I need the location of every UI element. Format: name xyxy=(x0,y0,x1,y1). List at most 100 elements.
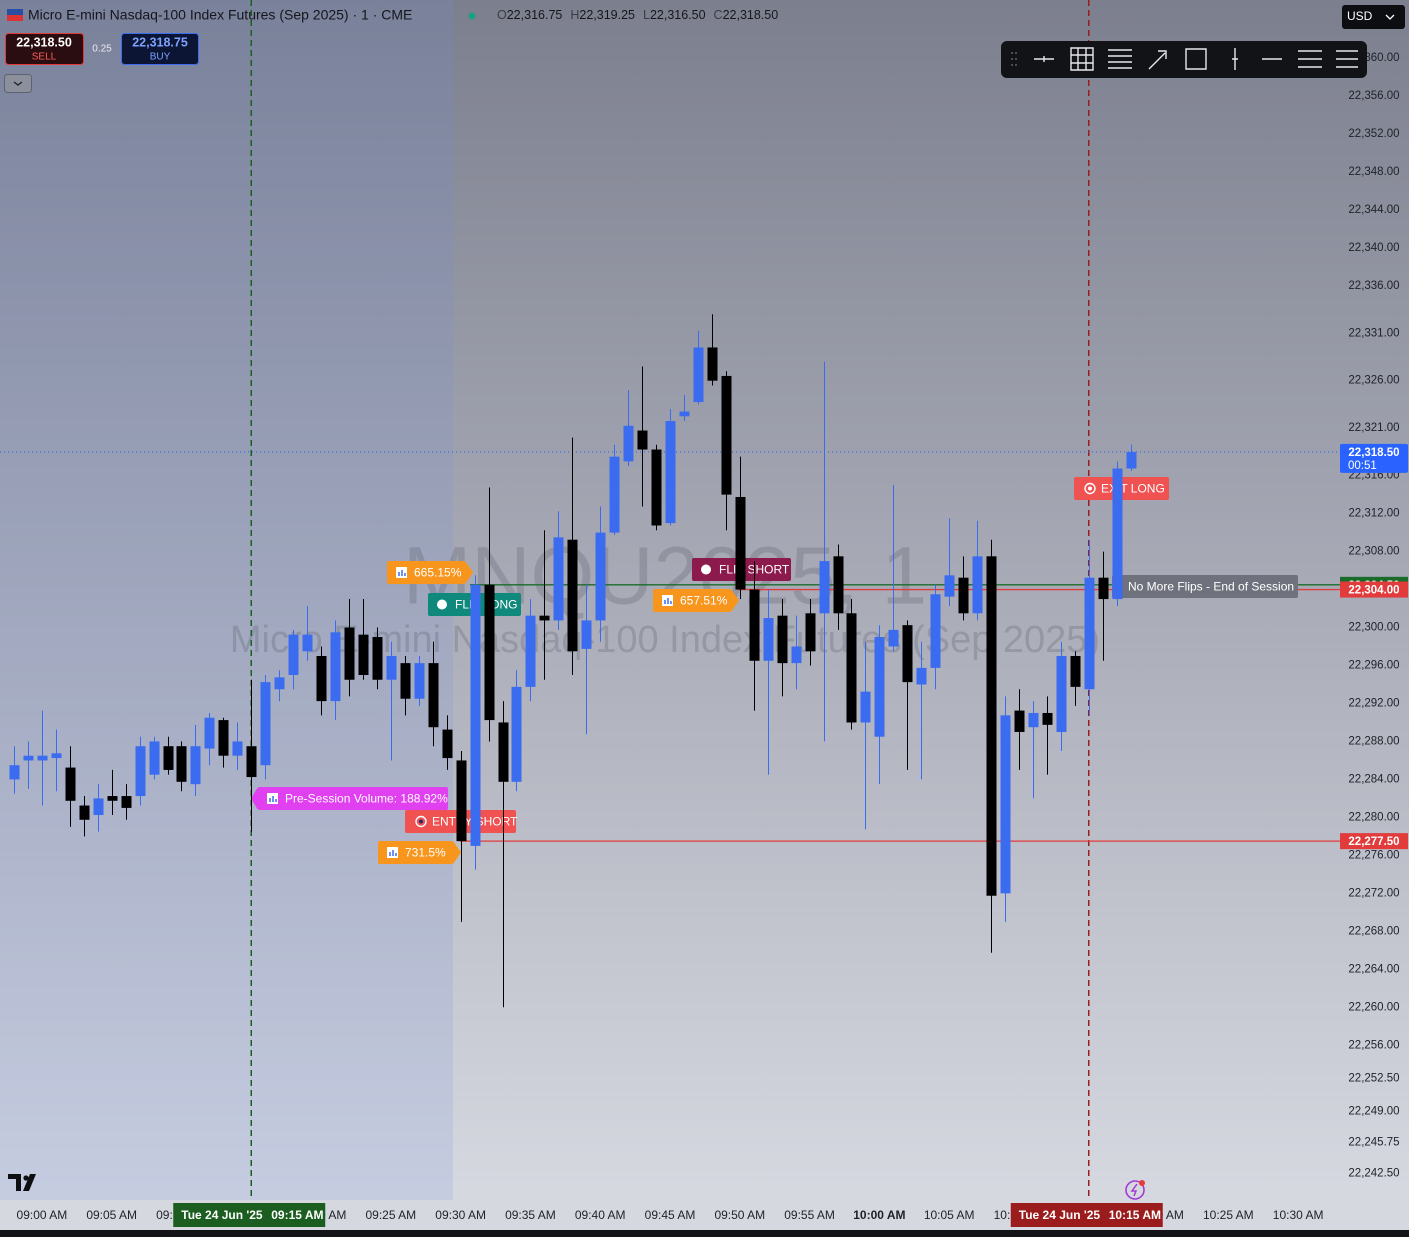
alert-dot xyxy=(1139,1180,1145,1186)
candle-body xyxy=(986,556,997,896)
candle-body xyxy=(1028,712,1039,728)
y-tick-label: 22,242.50 xyxy=(1348,1167,1399,1179)
tool-arrow[interactable] xyxy=(1148,50,1167,70)
ohlc: O22,316.75 H22,319.25 L22,316.50 C22,318.50 xyxy=(497,8,778,22)
annotation-icon xyxy=(701,564,711,575)
candle-body xyxy=(190,746,201,785)
annotation-label: EXIT LONG xyxy=(1101,482,1165,496)
candle-body xyxy=(1126,451,1137,469)
sell-button[interactable]: 22,318.50 SELL xyxy=(5,33,84,65)
tool-horizontal[interactable] xyxy=(1034,56,1054,62)
tool-grid[interactable] xyxy=(1070,47,1094,71)
date-badge xyxy=(173,1203,326,1227)
countdown-label: 00:51 xyxy=(1348,460,1377,472)
candle-body xyxy=(609,456,620,533)
annotation: 665.15% xyxy=(387,561,473,584)
annotation-label: Pre-Session Volume: 188.92% xyxy=(285,792,448,806)
y-tick-label: 22,308.00 xyxy=(1348,546,1399,558)
x-tick-label: 09:55 AM xyxy=(784,1208,835,1222)
x-tick-label: 09:40 AM xyxy=(575,1208,626,1222)
pre-session-shade xyxy=(0,0,453,1200)
date-badge-time: 09:15 AM xyxy=(271,1208,323,1222)
candle-body xyxy=(176,746,187,782)
buy-label[interactable]: BUY xyxy=(150,52,171,63)
tool-settings[interactable] xyxy=(1298,50,1322,68)
annotation-icon-bars xyxy=(664,598,672,604)
x-tick-label: 09:00 AM xyxy=(17,1208,68,1222)
drawing-toolbar xyxy=(1001,41,1367,78)
annotation-label: 731.5% xyxy=(405,846,446,860)
annotation-label: No More Flips - End of Session xyxy=(1128,580,1294,594)
annotation-arrow xyxy=(731,589,739,612)
currency-label[interactable]: USD xyxy=(1347,9,1373,23)
y-tick-label: 22,336.00 xyxy=(1348,280,1399,292)
candle-body xyxy=(1056,656,1067,732)
candle-body xyxy=(498,722,509,782)
candle-body xyxy=(204,717,215,749)
annotation-icon-bars xyxy=(389,850,397,856)
candle-body xyxy=(1112,468,1123,600)
tool-rectangle[interactable] xyxy=(1185,48,1207,70)
annotation-icon-bars xyxy=(398,570,406,576)
y-tick-label: 22,352.00 xyxy=(1348,128,1399,140)
alert-ring[interactable] xyxy=(1125,1180,1145,1200)
x-tick-label: 09:25 AM xyxy=(365,1208,416,1222)
tool-lines[interactable] xyxy=(1108,49,1132,69)
candle-body xyxy=(288,634,299,675)
annotation: No More Flips - End of Session xyxy=(1112,575,1298,598)
currency-box[interactable] xyxy=(1342,5,1405,29)
buy-price[interactable]: 22,318.75 xyxy=(132,35,188,49)
candle-body xyxy=(1084,577,1095,690)
candle-body xyxy=(414,663,425,699)
candle-body xyxy=(707,347,718,381)
candle-body xyxy=(888,629,899,647)
sell-price[interactable]: 22,318.50 xyxy=(16,35,72,49)
sell-label[interactable]: SELL xyxy=(32,52,57,63)
candle-body xyxy=(916,667,927,685)
chevron xyxy=(1385,14,1395,20)
tradingview-logo xyxy=(8,1174,36,1191)
date-badge xyxy=(1010,1203,1163,1227)
candle-body xyxy=(777,615,788,664)
candle-body xyxy=(972,556,983,614)
candle-body xyxy=(623,425,634,462)
y-tick-label: 22,344.00 xyxy=(1348,204,1399,216)
candle-body xyxy=(79,805,90,820)
annotation-arrow xyxy=(453,841,461,864)
candle-body xyxy=(274,677,285,690)
candle-body xyxy=(302,634,313,652)
buy-button[interactable]: 22,318.75 BUY xyxy=(121,33,199,65)
price-badge-label: 22,304.00 xyxy=(1348,585,1399,597)
candle-body xyxy=(330,632,341,702)
annotation-label: 665.15% xyxy=(414,566,462,580)
price-badge xyxy=(1340,581,1408,598)
x-tick-label: 10:05 AM xyxy=(924,1208,975,1222)
y-tick-label: 22,312.00 xyxy=(1348,508,1399,520)
candle-body xyxy=(232,741,243,756)
candle-body xyxy=(665,421,676,524)
bottom-strip xyxy=(0,1230,1409,1237)
y-tick-label: 22,340.00 xyxy=(1348,242,1399,254)
candle-body xyxy=(372,637,383,680)
collapse-button[interactable] xyxy=(4,74,32,93)
annotation-box xyxy=(387,561,465,584)
currency-select[interactable]: USD xyxy=(1342,5,1405,29)
tool-menu[interactable] xyxy=(1336,50,1358,68)
candle-body xyxy=(316,656,327,702)
buy-box[interactable] xyxy=(121,33,199,65)
candle-body xyxy=(37,755,48,761)
alert-icon[interactable] xyxy=(1125,1180,1145,1200)
candle-body xyxy=(135,746,146,797)
spread: 0.25 xyxy=(92,44,112,55)
sell-box[interactable] xyxy=(5,33,84,65)
collapse-box[interactable] xyxy=(4,74,32,93)
annotation: 731.5% xyxy=(378,841,461,864)
price-badge-label: 22,277.50 xyxy=(1348,836,1399,848)
candle-body xyxy=(637,430,648,450)
annotation-icon xyxy=(437,599,447,610)
annotation-icon-dot xyxy=(1088,486,1092,491)
candle-body xyxy=(149,741,160,775)
x-tick-label: 09:30 AM xyxy=(435,1208,486,1222)
tool-vertical[interactable] xyxy=(1232,48,1238,70)
